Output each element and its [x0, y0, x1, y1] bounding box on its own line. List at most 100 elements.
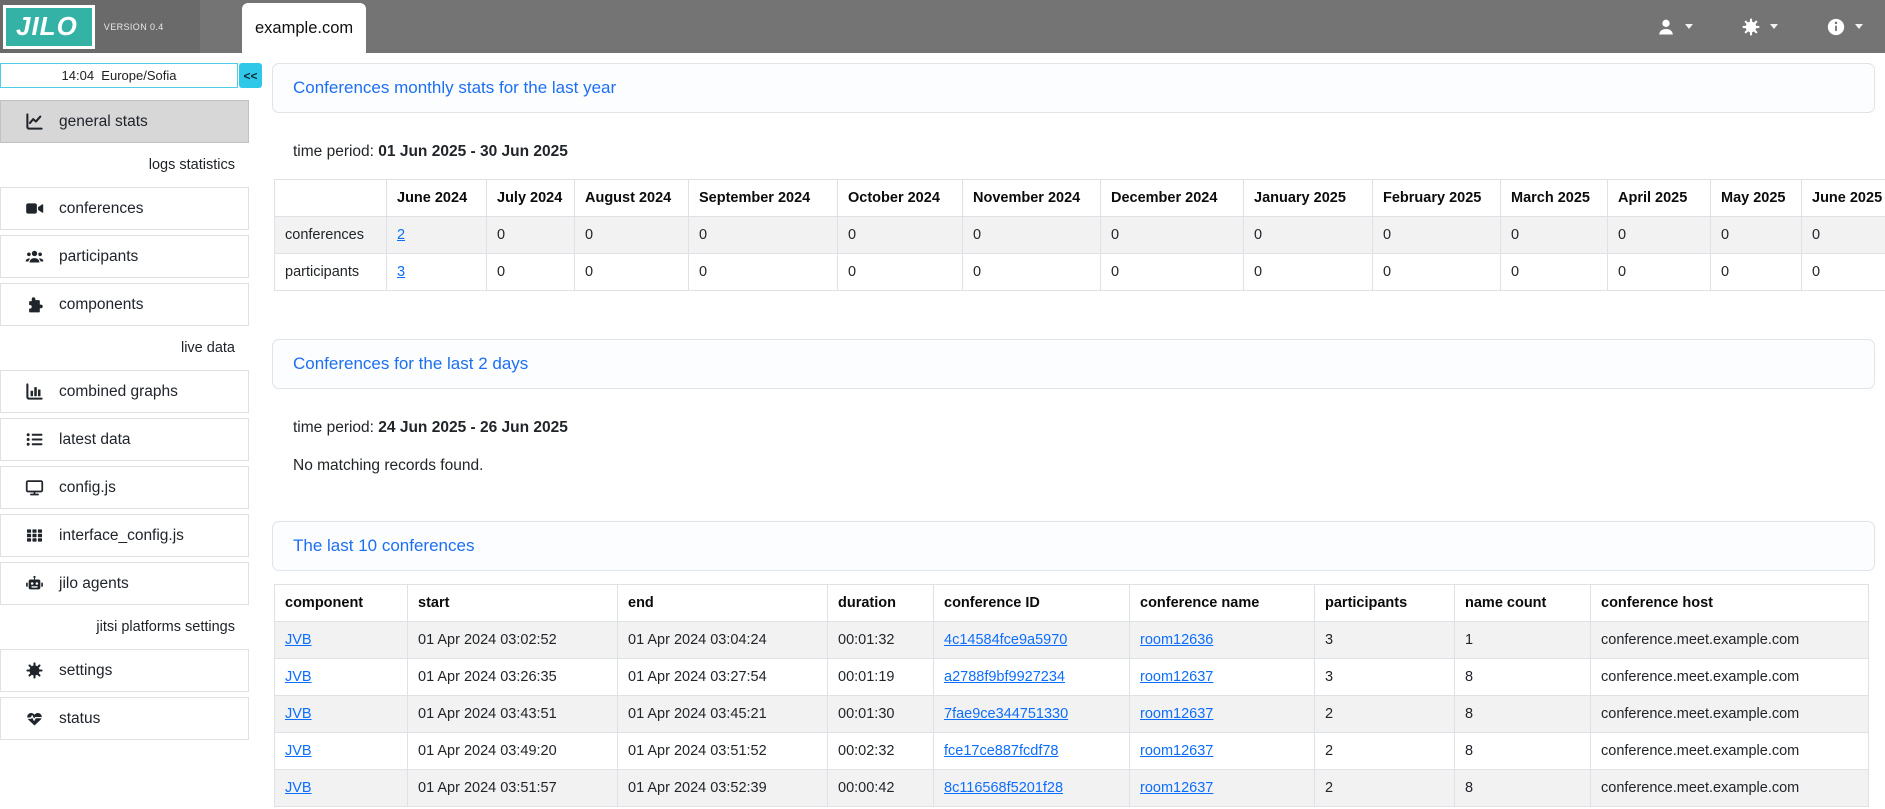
sidebar-item-participants[interactable]: participants [0, 235, 249, 278]
table-link[interactable]: JVB [285, 669, 312, 685]
sidebar-item-label: interface_config.js [59, 526, 184, 544]
table-cell: 01 Apr 2024 03:43:51 [407, 695, 618, 733]
table-cell: room12637 [1129, 658, 1315, 696]
sidebar-item-label: participants [59, 247, 139, 265]
column-header: June 2025 [1801, 179, 1885, 217]
table-link[interactable]: 7fae9ce344751330 [944, 706, 1069, 722]
caret-down-icon [1685, 24, 1693, 29]
settings-menu[interactable] [1741, 17, 1778, 37]
table-cell: 00:01:32 [827, 621, 934, 659]
table-link[interactable]: JVB [285, 780, 312, 796]
table-link[interactable]: room12637 [1140, 780, 1214, 796]
table-cell: 00:02:32 [827, 732, 934, 770]
table-cell: 0 [962, 216, 1101, 254]
clock-display: 14:04 Europe/Sofia [0, 63, 238, 88]
sidebar-item-label: config.js [59, 478, 116, 496]
sidebar-item-config-js[interactable]: config.js [0, 466, 249, 509]
table-cell: 0 [688, 216, 838, 254]
table-cell: participants [274, 253, 387, 291]
sidebar-item-settings[interactable]: settings [0, 649, 249, 692]
table-cell: conference.meet.example.com [1590, 658, 1869, 696]
gear-icon [1741, 17, 1761, 37]
table-cell: 0 [1372, 253, 1501, 291]
section-label-live-data: live data [180, 340, 235, 356]
table-cell: room12637 [1129, 695, 1315, 733]
version-label: VERSION 0.4 [103, 21, 164, 32]
time-bar: 14:04 Europe/Sofia << [0, 63, 262, 88]
table-cell: 00:00:42 [827, 769, 934, 807]
table-cell: 0 [1710, 216, 1802, 254]
top-bar: JILO VERSION 0.4 example.com [0, 0, 1885, 53]
column-header: start [407, 584, 618, 622]
last-10-conferences-card: The last 10 conferences [272, 521, 1875, 571]
sidebar-item-interface-config-js[interactable]: interface_config.js [0, 514, 249, 557]
table-link[interactable]: 8c116568f5201f28 [944, 780, 1064, 796]
platform-tab-example-com[interactable]: example.com [242, 3, 367, 53]
table-cell: 2 [1314, 769, 1455, 807]
table-cell: 0 [688, 253, 838, 291]
robot-icon [25, 574, 44, 593]
column-header: January 2025 [1243, 179, 1373, 217]
sidebar: 14:04 Europe/Sofia << general stats logs… [0, 53, 262, 809]
table-link[interactable]: JVB [285, 706, 312, 722]
last-10-conferences-title: The last 10 conferences [293, 536, 475, 555]
table-cell: 8 [1454, 658, 1591, 696]
topbar-menus [1656, 0, 1863, 53]
column-header: December 2024 [1100, 179, 1244, 217]
table-cell: conference.meet.example.com [1590, 695, 1869, 733]
table-row: JVB 01 Apr 2024 03:43:51 01 Apr 2024 03:45… [274, 695, 1869, 733]
sidebar-item-latest-data[interactable]: latest data [0, 418, 249, 461]
sidebar-item-combined-graphs[interactable]: combined graphs [0, 370, 249, 413]
column-header: name count [1454, 584, 1591, 622]
time-period-value: 24 Jun 2025 - 26 Jun 2025 [378, 419, 568, 436]
sidebar-item-label: conferences [59, 199, 144, 217]
sidebar-item-label: combined graphs [59, 382, 178, 400]
info-icon [1826, 17, 1846, 37]
sidebar-item-conferences[interactable]: conferences [0, 187, 249, 230]
sidebar-item-status[interactable]: status [0, 697, 249, 740]
sidebar-collapse-button[interactable]: << [239, 63, 262, 88]
table-cell: 0 [1100, 216, 1244, 254]
table-cell: fce17ce887fcdf78 [933, 732, 1130, 770]
table-link[interactable]: JVB [285, 632, 312, 648]
monthly-stats-table: June 2024 July 2024 August 2024 September 2… [274, 179, 1885, 291]
table-cell: 0 [1801, 216, 1885, 254]
table-cell: 00:01:30 [827, 695, 934, 733]
user-menu[interactable] [1656, 17, 1693, 37]
sidebar-item-label: jilo agents [59, 574, 129, 592]
table-cell: 8 [1454, 695, 1591, 733]
table-link[interactable]: JVB [285, 743, 312, 759]
table-cell: 01 Apr 2024 03:27:54 [617, 658, 828, 696]
info-menu[interactable] [1826, 17, 1863, 37]
table-link[interactable]: 4c14584fce9a5970 [944, 632, 1068, 648]
column-header: conference host [1590, 584, 1869, 622]
table-cell: 01 Apr 2024 03:52:39 [617, 769, 828, 807]
table-cell: 0 [1243, 216, 1373, 254]
recent-time-period: time period: 24 Jun 2025 - 26 Jun 2025 [293, 419, 1875, 437]
column-header: July 2024 [486, 179, 575, 217]
desktop-icon [25, 478, 44, 497]
caret-down-icon [1770, 24, 1778, 29]
table-cell: 8 [1454, 732, 1591, 770]
table-cell: 01 Apr 2024 03:45:21 [617, 695, 828, 733]
column-header: October 2024 [837, 179, 963, 217]
table-link[interactable]: a2788f9bf9927234 [944, 669, 1065, 685]
table-link[interactable]: room12637 [1140, 743, 1214, 759]
sidebar-item-components[interactable]: components [0, 283, 249, 326]
table-link[interactable]: room12636 [1140, 632, 1214, 648]
sidebar-item-jilo-agents[interactable]: jilo agents [0, 562, 249, 605]
table-row: conferences 2 0 0 0 0 0 0 0 0 0 0 0 0 [274, 216, 1885, 254]
table-link[interactable]: room12637 [1140, 706, 1214, 722]
table-cell: JVB [274, 732, 408, 770]
header-row: component start end duration conference ID co… [274, 584, 1869, 622]
sidebar-item-general-stats[interactable]: general stats [0, 100, 249, 143]
time-period-label: time period: [293, 419, 374, 436]
table-link[interactable]: room12637 [1140, 669, 1214, 685]
table-cell: 01 Apr 2024 03:04:24 [617, 621, 828, 659]
sidebar-item-label: general stats [59, 112, 148, 130]
table-link[interactable]: 2 [397, 227, 406, 243]
table-link[interactable]: fce17ce887fcdf78 [944, 743, 1059, 759]
table-cell: 01 Apr 2024 03:02:52 [407, 621, 618, 659]
table-link[interactable]: 3 [397, 264, 406, 280]
table-row: JVB 01 Apr 2024 03:02:52 01 Apr 2024 03:04… [274, 621, 1869, 659]
